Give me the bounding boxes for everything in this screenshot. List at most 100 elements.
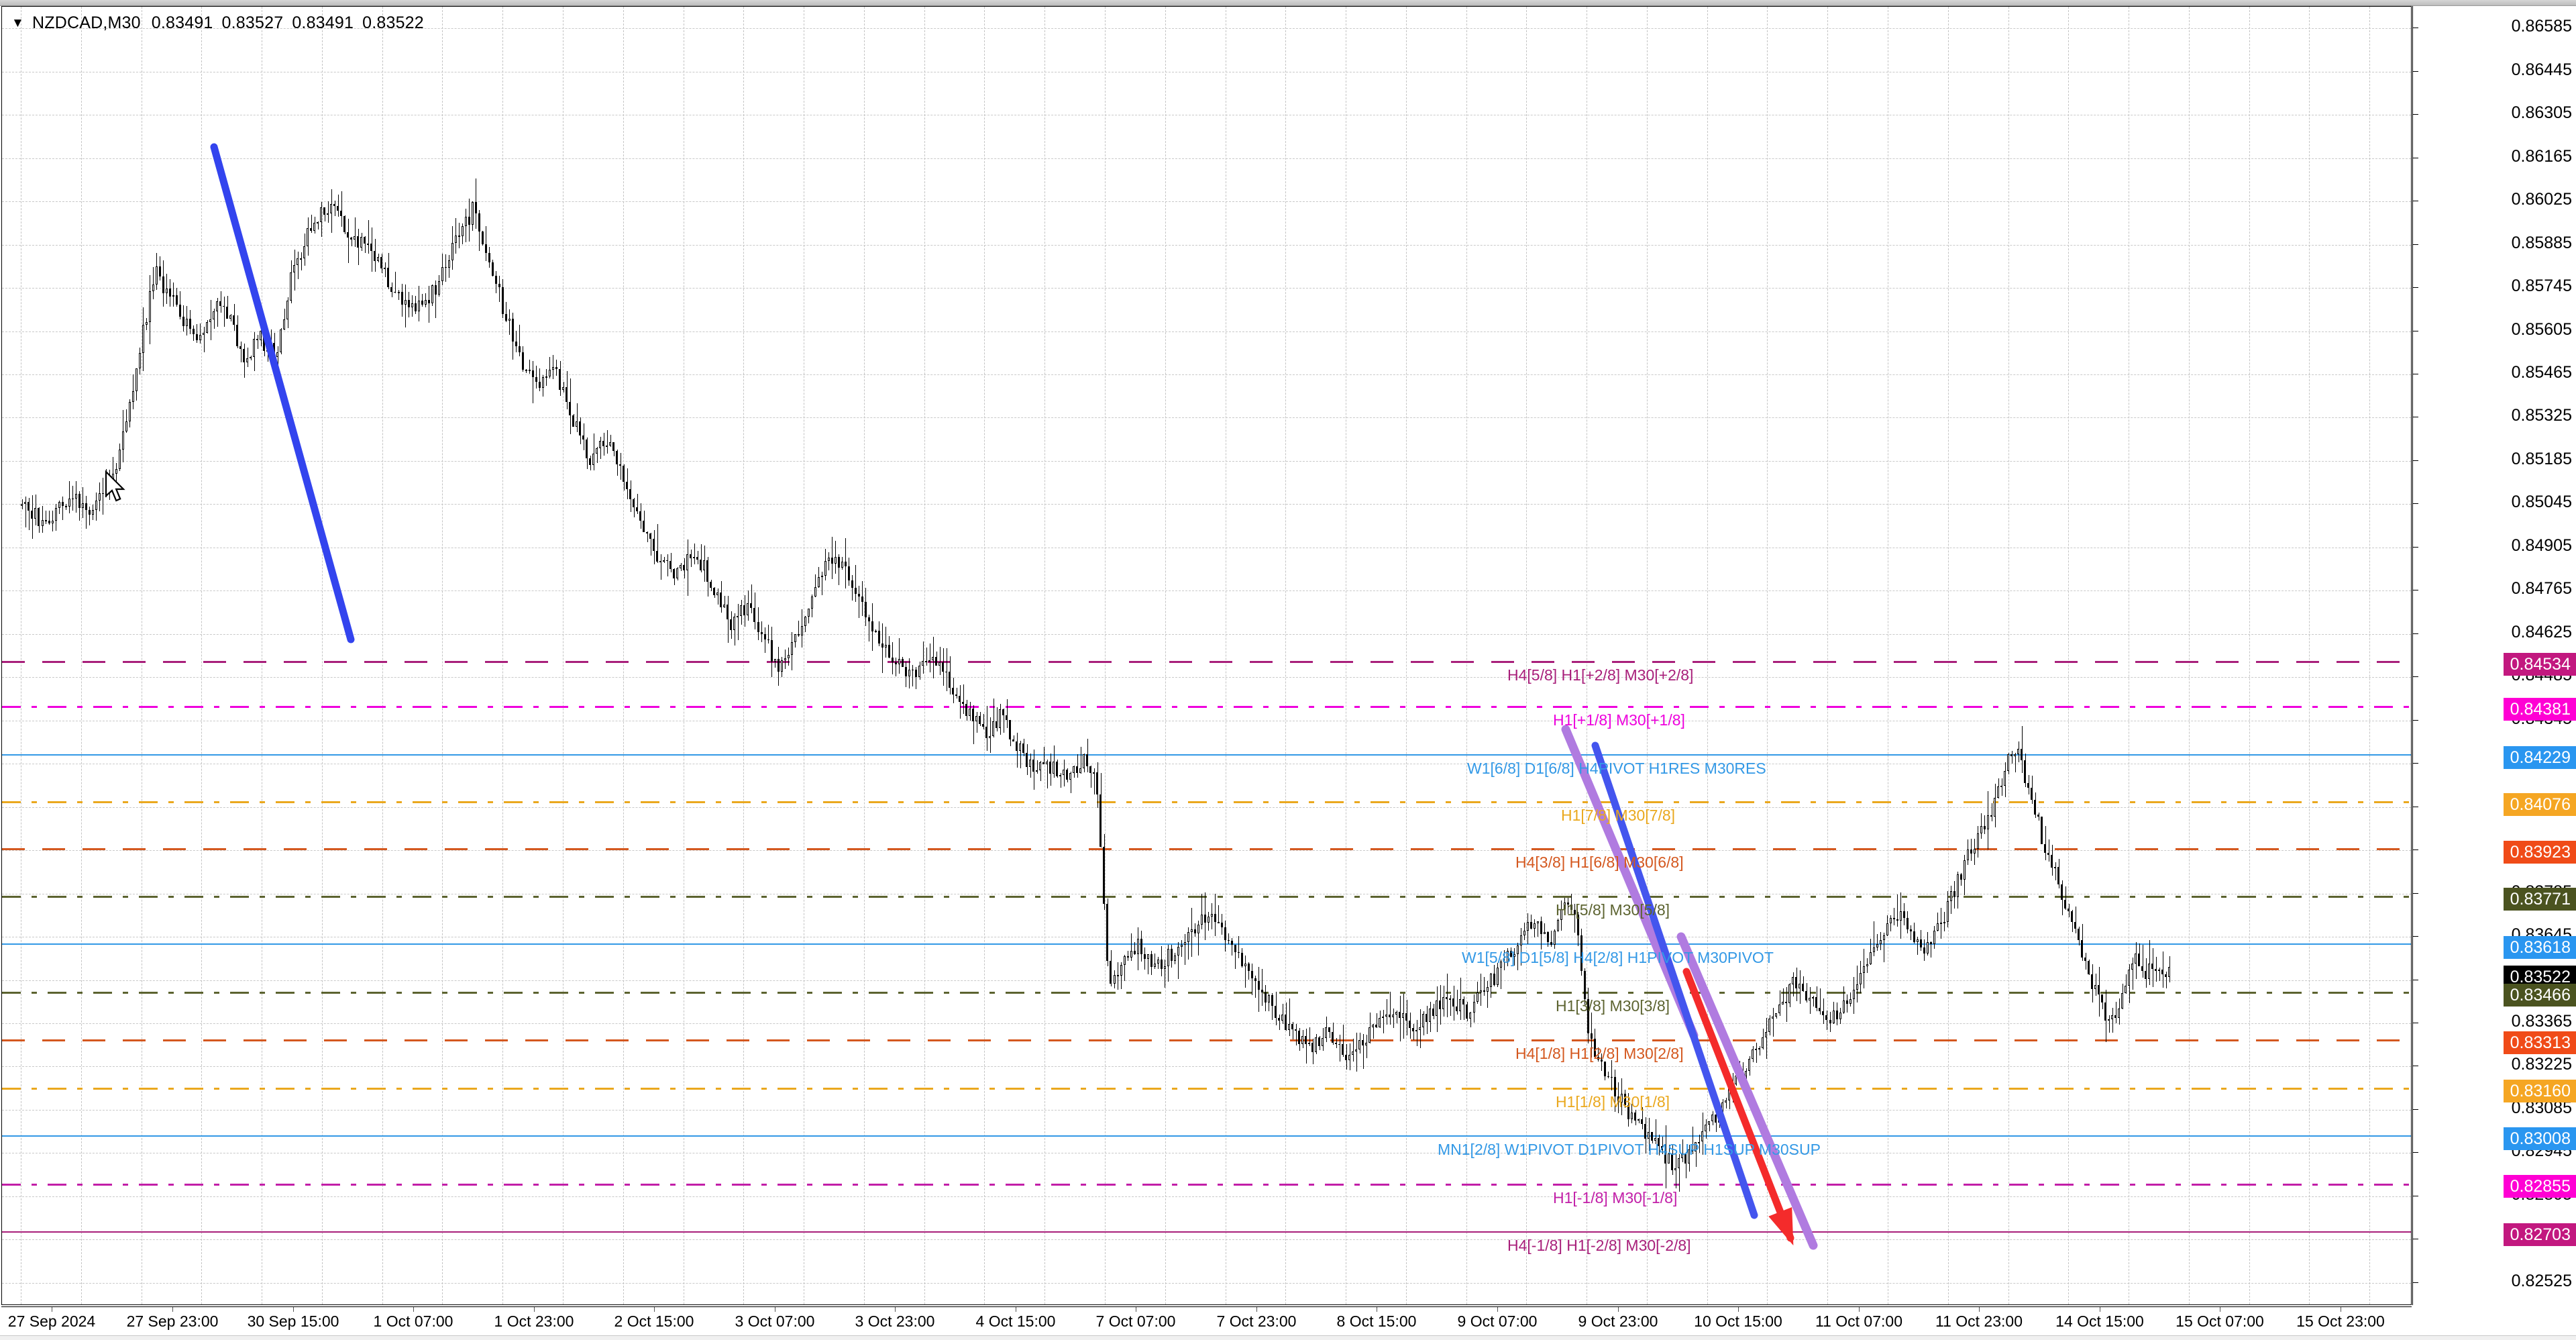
level-label: H4[-1/8] H1[-2/8] M30[-2/8] [1507, 1237, 1691, 1254]
candle-body [1089, 766, 1091, 773]
candle-body [475, 202, 477, 214]
channel-lower-purple[interactable] [1676, 932, 1818, 1250]
candle-body [928, 660, 930, 662]
candle-wick [1786, 986, 1787, 1022]
candle-body [1624, 1093, 1626, 1105]
candle-body [2037, 815, 2039, 817]
candle-body [1483, 990, 1485, 992]
candle-body [1318, 1037, 1320, 1046]
candle-body [1382, 1016, 1384, 1018]
candle-body [438, 280, 440, 295]
candle-body [196, 334, 198, 341]
candle-body [139, 353, 141, 369]
candle-body [1584, 970, 1586, 1000]
candle-body [229, 315, 231, 319]
price-tick-label: 0.82525 [2511, 1271, 2572, 1290]
candle-wick [724, 595, 725, 609]
candle-body [579, 421, 581, 435]
candle-body [482, 231, 484, 244]
candle-body [146, 322, 148, 325]
candle-body [828, 558, 830, 562]
candle-body [75, 493, 77, 499]
candle-body [723, 605, 725, 608]
trendline-blue-left[interactable] [210, 143, 355, 643]
candle-body [1211, 913, 1213, 917]
candle-body [1805, 991, 1807, 1000]
candle-wick [940, 646, 941, 676]
trendline-blue-right[interactable] [1591, 741, 1758, 1219]
candle-body [498, 284, 500, 287]
arrow-red-down[interactable] [1682, 968, 1794, 1242]
candle-body [818, 576, 820, 588]
candle-body [2101, 994, 2103, 1002]
candle-body [1069, 773, 1071, 780]
time-tick-label: 10 Oct 15:00 [1694, 1312, 1782, 1330]
candle-body [243, 348, 245, 362]
candle-body [1534, 923, 1536, 929]
chart-dropdown-icon[interactable]: ▼ [11, 16, 25, 30]
candle-body [1527, 921, 1529, 931]
candle-body [1772, 1016, 1774, 1019]
candle-body [686, 554, 688, 571]
candle-body [915, 670, 917, 678]
candle-body [1768, 1019, 1770, 1033]
chart-plot-area[interactable]: ▼ NZDCAD,M30 0.83491 0.83527 0.83491 0.83522 … [1, 6, 2412, 1305]
candle-body [156, 266, 158, 285]
candle-body [2118, 1009, 2120, 1018]
candle-wick [1235, 944, 1236, 970]
candle-body [969, 709, 971, 716]
candle-body [656, 550, 658, 562]
candle-wick [2015, 752, 2016, 773]
time-tick-label: 15 Oct 23:00 [2296, 1312, 2385, 1330]
candle-body [747, 603, 749, 615]
candle-body [1580, 935, 1582, 971]
candle-body [1439, 1000, 1441, 1010]
candle-body [350, 237, 352, 240]
candle-body [1291, 1023, 1293, 1029]
candle-body [226, 307, 228, 319]
candle-body [1930, 942, 1932, 945]
candle-body [1913, 931, 1915, 942]
candle-body [777, 659, 780, 672]
candle-body [791, 642, 793, 655]
candle-body [801, 626, 803, 635]
candle-body [1124, 956, 1126, 966]
candle-wick [1306, 1028, 1307, 1064]
candle-body [576, 421, 578, 427]
candle-body [1002, 709, 1004, 716]
time-axis[interactable]: 27 Sep 2024 27 Sep 23:00 30 Sep 15:00 1 Oct… [1, 1306, 2412, 1336]
candle-body [2121, 992, 2123, 1009]
candle-body [1735, 1075, 1737, 1084]
candle-wick [738, 603, 739, 641]
price-tick-label: 0.85325 [2511, 406, 2572, 425]
candle-body [1083, 754, 1085, 769]
price-axis[interactable]: 0.86585 0.86445 0.86305 0.86165 0.86025 0.858… [2412, 6, 2576, 1305]
time-tick-mark [1979, 1307, 1980, 1312]
candle-body [932, 656, 934, 660]
candle-body [21, 504, 23, 506]
candle-body [871, 621, 873, 632]
candle-body [1409, 1021, 1411, 1028]
candle-body [1352, 1051, 1354, 1055]
candle-body [1191, 929, 1193, 932]
candle-wick [2112, 1007, 2113, 1033]
candle-body [639, 511, 641, 521]
candle-body [532, 370, 534, 377]
candle-body [1140, 938, 1142, 955]
candle-wick [1601, 1053, 1602, 1071]
candle-body [1537, 921, 1539, 924]
candle-body [239, 346, 241, 349]
candle-body [1348, 1055, 1350, 1060]
candle-body [297, 258, 299, 266]
candle-body [1507, 950, 1509, 962]
candle-body [1748, 1059, 1750, 1071]
price-tick-label: 0.86585 [2511, 17, 2572, 36]
candle-body [1214, 913, 1216, 922]
candle-wick [1121, 962, 1122, 990]
candle-body [152, 284, 154, 292]
candle-body [1073, 766, 1075, 774]
candle-body [1755, 1048, 1757, 1050]
candle-body [31, 510, 33, 519]
candle-body [2031, 788, 2033, 801]
candle-body [260, 331, 262, 340]
